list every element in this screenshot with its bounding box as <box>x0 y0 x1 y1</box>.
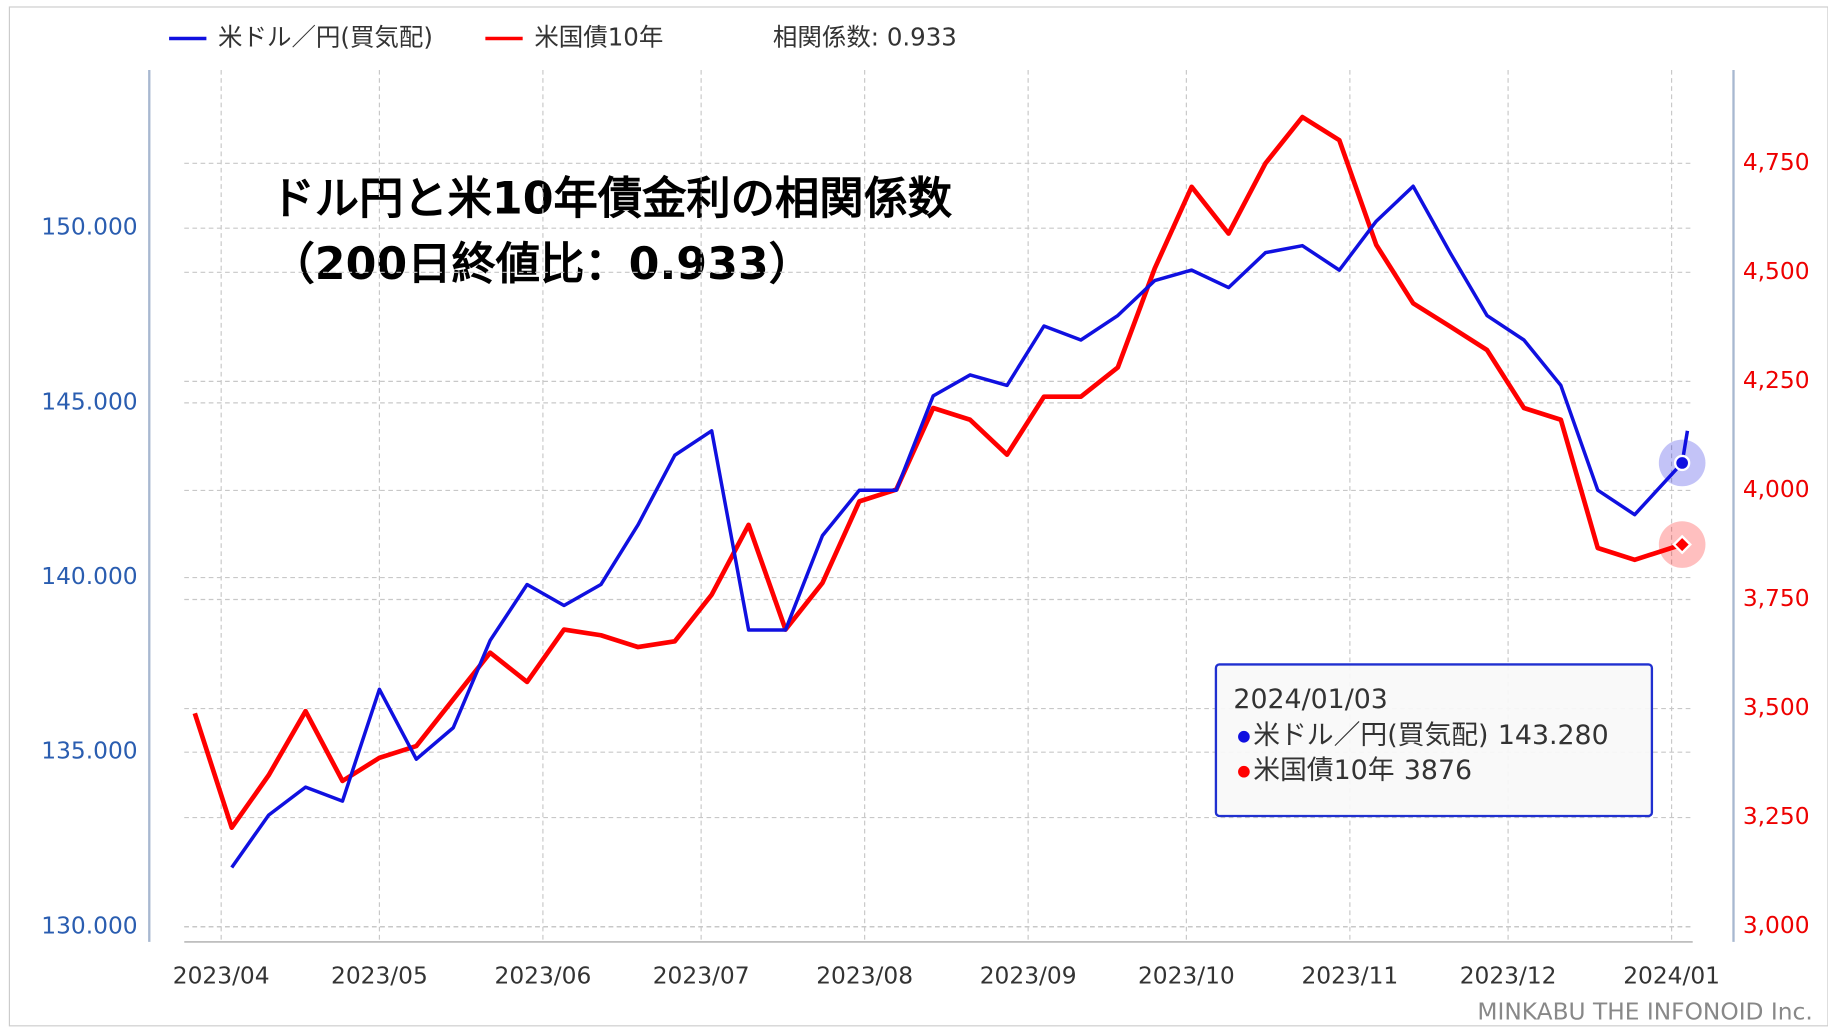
annotation-title: ドル円と米10年債金利の相関係数 <box>271 174 953 225</box>
legend-note: 相関係数: 0.933 <box>773 22 957 51</box>
y2-tick-label: 4,000 <box>1743 476 1810 503</box>
y2-tick-label: 3,250 <box>1743 803 1810 830</box>
y2-tick-label: 4,500 <box>1743 258 1810 285</box>
tooltip-date: 2024/01/03 <box>1233 684 1387 715</box>
x-tick-label: 2023/11 <box>1301 962 1398 989</box>
x-tick-label: 2023/06 <box>495 962 592 989</box>
x-tick-label: 2023/09 <box>980 962 1077 989</box>
x-tick-label: 2023/12 <box>1460 962 1557 989</box>
tooltip-value: 143.280 <box>1498 720 1609 751</box>
x-tick-label: 2023/08 <box>816 962 913 989</box>
tooltip-name: 米ドル／円(買気配) <box>1253 720 1488 751</box>
y-tick-label: 140.000 <box>41 563 137 590</box>
tooltip-dot <box>1238 730 1250 743</box>
y2-tick-label: 3,000 <box>1743 912 1810 939</box>
series-line <box>192 114 1683 830</box>
y-tick-label: 145.000 <box>41 388 137 415</box>
y-tick-label: 130.000 <box>41 912 137 939</box>
x-tick-label: 2023/05 <box>331 962 428 989</box>
y2-tick-label: 3,750 <box>1743 585 1810 612</box>
y-tick-label: 135.000 <box>41 738 137 765</box>
tooltip-name: 米国債10年 <box>1253 755 1394 786</box>
x-tick-label: 2023/04 <box>173 962 270 989</box>
y2-tick-label: 4,250 <box>1743 367 1810 394</box>
x-tick-label: 2023/07 <box>653 962 750 989</box>
x-tick-label: 2024/01 <box>1623 962 1720 989</box>
y2-tick-label: 4,750 <box>1743 149 1810 176</box>
hover-marker <box>1673 454 1691 472</box>
tooltip-dot <box>1238 765 1250 778</box>
y2-tick-label: 3,500 <box>1743 694 1810 721</box>
tooltip-box <box>1214 663 1654 818</box>
legend-label: 米ドル／円(買気配) <box>218 22 433 51</box>
legend-label: 米国債10年 <box>534 22 663 51</box>
tooltip-value: 3876 <box>1404 755 1472 786</box>
frame <box>8 6 1828 1027</box>
hover-marker <box>1672 534 1692 555</box>
annotation-subtitle: （200日終値比：0.933） <box>271 239 813 290</box>
y-tick-label: 150.000 <box>41 214 137 241</box>
x-tick-label: 2023/10 <box>1138 962 1235 989</box>
series-line <box>230 184 1690 869</box>
footer: MINKABU THE INFONOID Inc. <box>1477 999 1812 1026</box>
